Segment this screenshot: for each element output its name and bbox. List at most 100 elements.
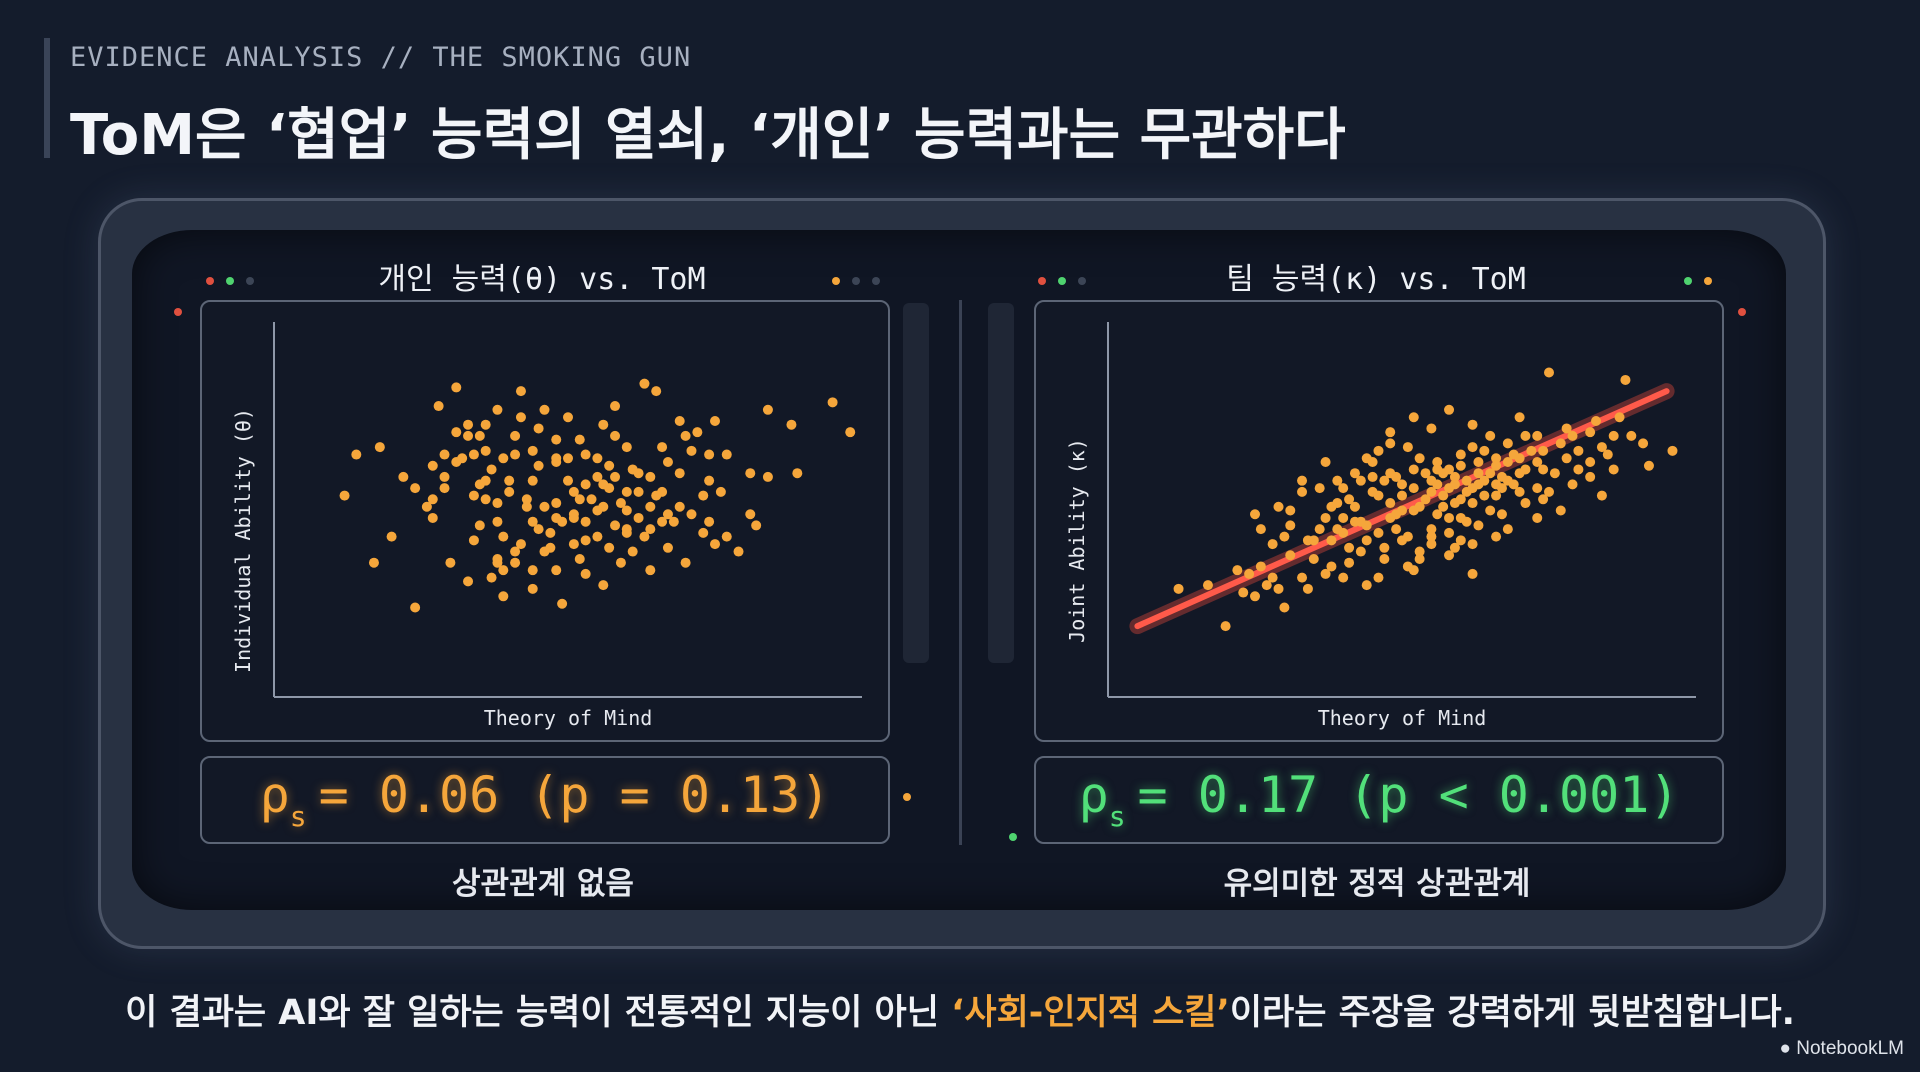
left-data-point (568, 539, 579, 550)
left-data-point (645, 501, 656, 512)
left-data-point (633, 486, 644, 497)
left-data-point (845, 427, 856, 438)
right-data-point (1255, 524, 1266, 535)
led-green-4 (1009, 833, 1017, 841)
right-data-point (1555, 438, 1566, 449)
right-data-point (1338, 512, 1349, 523)
left-data-point (733, 546, 744, 557)
right-data-point (1544, 486, 1554, 497)
left-data-point (427, 512, 438, 523)
left-data-point (674, 501, 685, 512)
right-data-point (1297, 486, 1308, 497)
left-data-point (445, 557, 456, 568)
right-data-point (1567, 430, 1578, 441)
led-red-3 (174, 308, 182, 316)
left-data-point (510, 557, 521, 568)
footer-text-before: 이 결과는 AI와 잘 일하는 능력이 전통적인 지능이 아닌 (125, 993, 952, 1033)
left-data-point (563, 412, 573, 423)
right-data-point (1367, 471, 1378, 482)
right-data-point (1385, 498, 1396, 509)
left-stat-equation: = 0.06 (p = 0.13) (318, 766, 831, 824)
left-x-axis-label: Theory of Mind (484, 706, 653, 730)
right-data-point (1379, 542, 1390, 553)
left-stat-subscript: s (289, 800, 307, 833)
right-data-point (1402, 531, 1413, 542)
left-data-point (604, 542, 615, 553)
left-data-point (533, 524, 544, 535)
right-data-point (1638, 438, 1649, 449)
right-data-point (1491, 531, 1502, 542)
right-data-point (1473, 520, 1484, 531)
left-data-point (615, 498, 626, 509)
right-data-point (1585, 471, 1596, 482)
right-data-point (1302, 583, 1313, 594)
left-data-point (427, 460, 438, 471)
right-data-point (1438, 501, 1449, 512)
center-rail-left (903, 303, 929, 663)
right-data-point (1432, 464, 1443, 475)
right-data-point (1361, 580, 1372, 591)
left-data-point (533, 460, 544, 471)
left-data-point (715, 486, 726, 497)
led-gray-3 (872, 277, 880, 285)
left-data-point (468, 449, 479, 460)
left-data-point (598, 419, 609, 430)
left-data-point (610, 471, 621, 482)
right-data-point (1502, 438, 1513, 449)
right-x-axis-label: Theory of Mind (1318, 706, 1487, 730)
right-data-point (1385, 427, 1396, 438)
right-stat-box: ρs = 0.17 (p < 0.001) (1034, 756, 1724, 844)
right-data-point (1444, 512, 1455, 523)
left-data-point (657, 516, 668, 527)
left-data-point (745, 468, 756, 479)
right-data-point (1285, 505, 1296, 516)
left-data-point (580, 449, 591, 460)
left-data-point (610, 430, 621, 441)
left-data-point (492, 404, 503, 415)
right-data-point (1444, 550, 1455, 561)
left-data-point (498, 565, 509, 576)
right-data-point (1420, 468, 1431, 479)
right-data-point (1232, 565, 1243, 576)
left-data-point (598, 580, 609, 591)
footer-summary: 이 결과는 AI와 잘 일하는 능력이 전통적인 지능이 아닌 ‘사회-인지적 … (0, 984, 1920, 1035)
left-data-point (586, 494, 597, 505)
right-data-point (1220, 621, 1231, 632)
left-data-point (421, 501, 432, 512)
right-data-point (1273, 501, 1284, 512)
left-data-point (515, 539, 526, 550)
right-data-point (1349, 501, 1360, 512)
left-data-point (539, 501, 550, 512)
left-data-point (580, 568, 591, 579)
right-data-point (1379, 475, 1390, 486)
footer-highlight: ‘사회-인지적 스킬’ (951, 993, 1230, 1033)
left-data-point (510, 449, 521, 460)
left-data-point (521, 501, 532, 512)
right-data-point (1279, 531, 1290, 542)
right-data-point (1496, 471, 1507, 482)
right-data-point (1414, 501, 1425, 512)
right-data-point (1444, 527, 1455, 538)
right-data-point (1349, 468, 1360, 479)
left-data-point (645, 471, 656, 482)
right-data-point (1561, 423, 1572, 434)
left-data-point (692, 427, 703, 438)
left-data-point (574, 553, 585, 564)
right-data-point (1426, 486, 1437, 497)
left-data-point (639, 531, 650, 542)
left-data-point (486, 464, 497, 475)
right-data-point (1255, 561, 1266, 572)
left-data-point (610, 401, 621, 412)
left-data-point (762, 404, 773, 415)
right-data-point (1620, 374, 1631, 385)
right-data-point (1414, 546, 1425, 557)
right-data-point (1538, 445, 1549, 456)
left-data-point (704, 516, 715, 527)
left-data-point (386, 531, 397, 542)
right-data-point (1344, 494, 1355, 505)
right-data-point (1626, 430, 1637, 441)
right-panel-title: 팀 능력(κ) vs. ToM (1226, 262, 1526, 297)
left-data-point (492, 498, 503, 509)
left-data-point (451, 382, 462, 393)
left-data-point (527, 445, 538, 456)
